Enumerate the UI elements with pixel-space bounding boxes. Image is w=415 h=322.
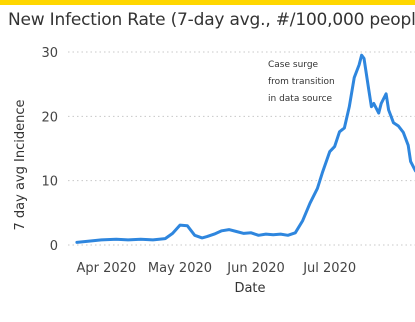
top-accent-bar bbox=[0, 0, 415, 5]
x-tick-label: Jul 2020 bbox=[302, 261, 356, 276]
x-tick-label: Apr 2020 bbox=[76, 261, 136, 276]
annotation: Case surge from transition in data source bbox=[268, 60, 335, 104]
x-tick-label: Jun 2020 bbox=[226, 261, 285, 276]
y-tick-label: 30 bbox=[41, 46, 58, 61]
annotation-line: in data source bbox=[268, 94, 333, 104]
y-axis-title: 7 day avg Incidence bbox=[13, 100, 28, 231]
y-axis-ticks: 0 10 20 30 bbox=[41, 46, 58, 254]
annotation-line: from transition bbox=[268, 77, 335, 87]
gridlines bbox=[68, 51, 415, 246]
x-tick-label: May 2020 bbox=[148, 261, 212, 276]
y-tick-label: 10 bbox=[41, 175, 58, 190]
annotation-line: Case surge bbox=[268, 60, 319, 70]
x-axis-title: Date bbox=[234, 281, 265, 296]
y-tick-label: 20 bbox=[41, 110, 58, 125]
chart-title: New Infection Rate (7-day avg., #/100,00… bbox=[8, 10, 415, 30]
x-axis-ticks: Apr 2020 May 2020 Jun 2020 Jul 2020 bbox=[76, 261, 356, 276]
y-tick-label: 0 bbox=[50, 239, 58, 254]
incidence-series-line bbox=[75, 53, 415, 244]
